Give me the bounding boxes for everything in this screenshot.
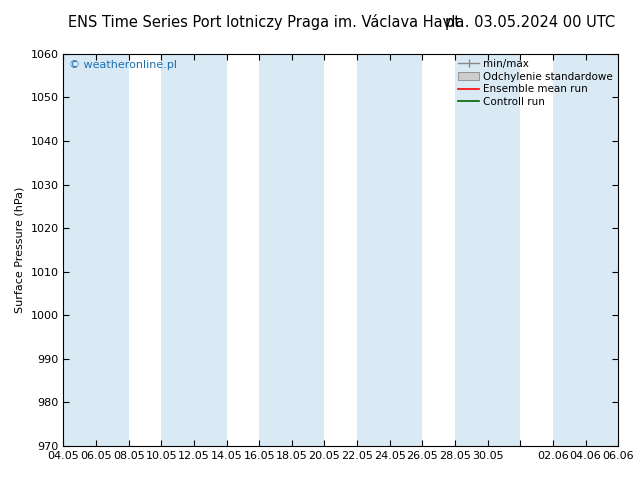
Bar [488,54,521,446]
Bar [259,54,292,446]
Y-axis label: Surface Pressure (hPa): Surface Pressure (hPa) [15,187,25,313]
Bar [553,54,586,446]
Text: pt.. 03.05.2024 00 UTC: pt.. 03.05.2024 00 UTC [445,15,615,29]
Bar [357,54,390,446]
Bar [194,54,226,446]
Bar [161,54,194,446]
Bar [96,54,129,446]
Text: © weatheronline.pl: © weatheronline.pl [69,60,177,70]
Bar [586,54,618,446]
Bar [455,54,488,446]
Bar [292,54,325,446]
Bar [390,54,422,446]
Legend: min/max, Odchylenie standardowe, Ensemble mean run, Controll run: min/max, Odchylenie standardowe, Ensembl… [456,57,615,109]
Bar [63,54,96,446]
Text: ENS Time Series Port lotniczy Praga im. Václava Havla: ENS Time Series Port lotniczy Praga im. … [68,14,465,30]
